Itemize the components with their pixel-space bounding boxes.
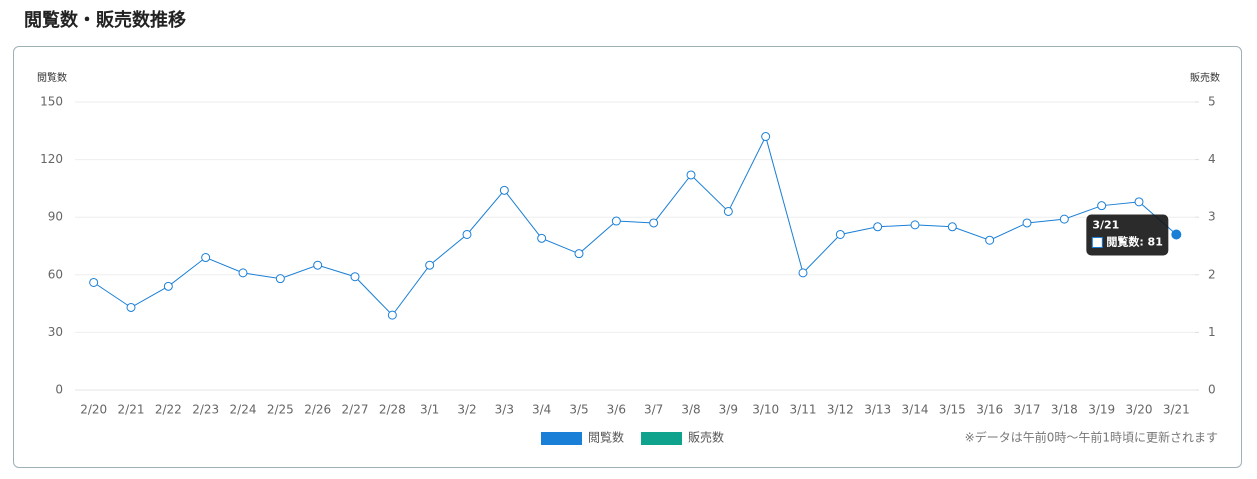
x-tick-label: 3/5 bbox=[569, 403, 588, 417]
data-point bbox=[201, 253, 211, 263]
y-tick-label: 30 bbox=[48, 325, 63, 339]
data-point bbox=[761, 132, 771, 142]
x-tick-label: 3/11 bbox=[790, 403, 817, 417]
data-point bbox=[238, 268, 248, 278]
data-point bbox=[798, 268, 808, 278]
x-tick-label: 2/24 bbox=[230, 403, 257, 417]
data-point bbox=[499, 185, 509, 195]
series-line bbox=[93, 135, 1177, 316]
x-tick-label: 2/28 bbox=[379, 403, 406, 417]
data-point bbox=[425, 260, 435, 270]
y2-tick-label: 2 bbox=[1208, 267, 1216, 281]
data-point bbox=[574, 249, 584, 259]
y2-tick-label: 5 bbox=[1208, 95, 1216, 109]
x-tick-label: 2/27 bbox=[342, 403, 369, 417]
x-tick-label: 3/14 bbox=[902, 403, 929, 417]
data-point bbox=[462, 229, 472, 239]
data-point bbox=[947, 222, 957, 232]
x-tick-label: 3/7 bbox=[644, 403, 663, 417]
data-point bbox=[126, 302, 136, 312]
x-tick-label: 3/18 bbox=[1051, 403, 1078, 417]
x-tick-label: 3/19 bbox=[1088, 403, 1115, 417]
x-tick-label: 3/4 bbox=[532, 403, 551, 417]
y-tick-label: 120 bbox=[40, 152, 63, 166]
y-tick-label: 150 bbox=[40, 95, 63, 109]
x-tick-label: 2/21 bbox=[118, 403, 145, 417]
x-tick-label: 3/2 bbox=[457, 403, 476, 417]
chart-card bbox=[13, 46, 1242, 468]
x-tick-label: 3/13 bbox=[864, 403, 891, 417]
data-point bbox=[350, 272, 360, 282]
x-tick-label: 2/22 bbox=[155, 403, 182, 417]
data-point bbox=[275, 274, 285, 284]
x-tick-label: 3/1 bbox=[420, 403, 439, 417]
tooltip-title: 3/21 bbox=[1092, 218, 1119, 231]
data-point bbox=[1097, 201, 1107, 211]
update-note: ※データは午前0時～午前1時頃に更新されます bbox=[965, 430, 1218, 445]
data-point bbox=[1134, 197, 1144, 207]
y-tick-label: 90 bbox=[48, 210, 63, 224]
x-tick-label: 3/6 bbox=[607, 403, 626, 417]
y2-tick-label: 1 bbox=[1208, 325, 1216, 339]
data-point bbox=[611, 216, 621, 226]
legend-swatch bbox=[541, 432, 582, 445]
legend-label: 閲覧数 bbox=[588, 430, 624, 445]
x-tick-label: 2/25 bbox=[267, 403, 294, 417]
data-point bbox=[89, 277, 99, 287]
y2-axis-title: 販売数 bbox=[1190, 71, 1220, 84]
tooltip-label: 閲覧数: 81 bbox=[1106, 234, 1163, 248]
x-tick-label: 3/20 bbox=[1126, 403, 1153, 417]
x-tick-label: 3/10 bbox=[752, 403, 779, 417]
data-point bbox=[387, 310, 397, 320]
data-point bbox=[873, 222, 883, 232]
x-tick-label: 2/26 bbox=[304, 403, 331, 417]
data-point bbox=[1171, 229, 1182, 240]
x-tick-label: 3/15 bbox=[939, 403, 966, 417]
x-tick-label: 3/21 bbox=[1163, 403, 1190, 417]
tooltip-box bbox=[1086, 214, 1169, 256]
data-point bbox=[686, 170, 696, 180]
y2-tick-label: 3 bbox=[1208, 210, 1216, 224]
data-point bbox=[723, 206, 733, 216]
y2-tick-label: 4 bbox=[1208, 152, 1216, 166]
x-tick-label: 3/12 bbox=[827, 403, 854, 417]
y2-tick-label: 0 bbox=[1208, 383, 1216, 397]
x-tick-label: 2/23 bbox=[192, 403, 219, 417]
x-tick-label: 3/16 bbox=[976, 403, 1003, 417]
y-tick-label: 60 bbox=[48, 267, 63, 281]
data-point bbox=[649, 218, 659, 228]
data-point bbox=[910, 220, 920, 230]
x-tick-label: 3/17 bbox=[1014, 403, 1041, 417]
tooltip-swatch bbox=[1091, 236, 1103, 248]
legend-swatch bbox=[641, 432, 683, 445]
page-title: 閲覧数・販売数推移 bbox=[24, 10, 186, 31]
y-tick-label: 0 bbox=[55, 383, 63, 397]
data-point bbox=[985, 235, 995, 245]
data-point bbox=[1059, 214, 1069, 224]
data-point bbox=[163, 281, 173, 291]
data-point bbox=[537, 233, 547, 243]
data-point bbox=[1022, 218, 1032, 228]
x-tick-label: 3/8 bbox=[681, 403, 700, 417]
data-point bbox=[313, 260, 323, 270]
legend-label: 販売数 bbox=[688, 430, 724, 445]
data-point bbox=[835, 229, 845, 239]
x-tick-label: 3/9 bbox=[719, 403, 738, 417]
x-tick-label: 3/3 bbox=[495, 403, 514, 417]
y-axis-title: 閲覧数 bbox=[37, 71, 67, 84]
x-tick-label: 2/20 bbox=[80, 403, 107, 417]
